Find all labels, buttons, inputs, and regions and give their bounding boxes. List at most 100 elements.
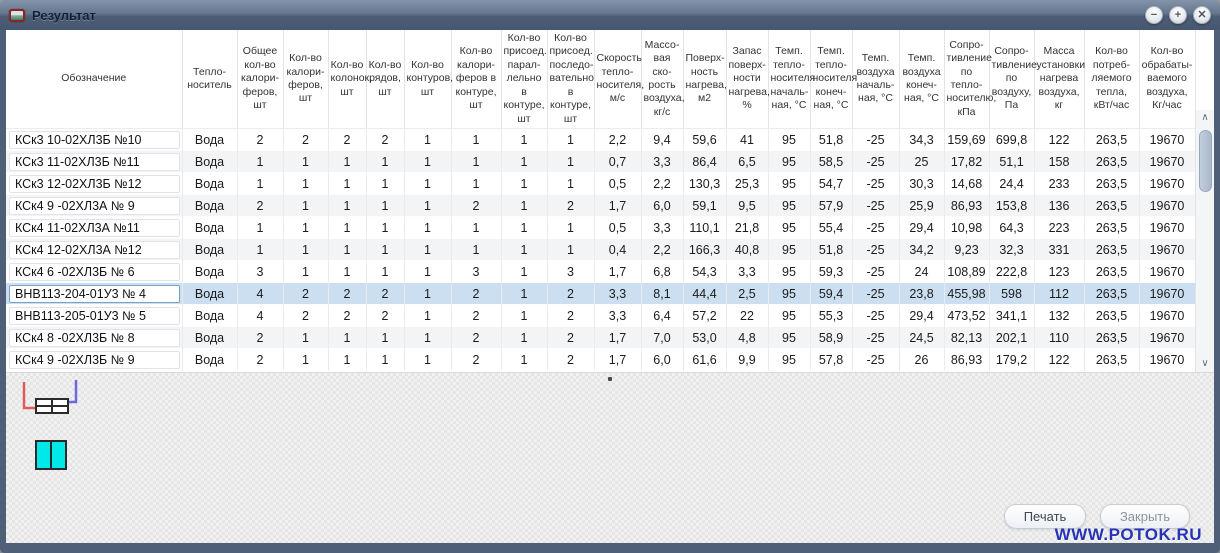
table-cell[interactable]: Вода — [182, 304, 238, 327]
table-cell[interactable]: 57,2 — [683, 304, 727, 327]
table-row[interactable]: ВНВ113-204-01У3 № 4 Вода 4 2 2 2 1 2 1 2 3,3 8,1 44,… — [6, 282, 1196, 305]
table-row[interactable]: КСк4 9 -02ХЛ3А № 9 Вода 2 1 1 1 1 2 1 2 1,7 6,0 59,1… — [6, 194, 1196, 217]
table-cell[interactable]: 2 — [366, 282, 405, 305]
designation-box[interactable]: КСк4 12-02ХЛ3А №12 — [9, 240, 180, 259]
minimize-button[interactable]: − — [1145, 6, 1163, 24]
designation-cell[interactable]: КСк4 11-02ХЛ3А №11 — [6, 216, 183, 239]
table-cell[interactable]: 263,5 — [1084, 194, 1140, 217]
table-cell[interactable]: 1 — [283, 326, 329, 349]
table-cell[interactable]: 2,5 — [726, 282, 769, 305]
table-cell[interactable]: 41 — [726, 128, 769, 151]
table-cell[interactable]: 136 — [1034, 194, 1085, 217]
table-cell[interactable]: -25 — [852, 238, 900, 261]
table-cell[interactable]: 1 — [237, 216, 284, 239]
table-cell[interactable]: 1 — [547, 216, 595, 239]
table-cell[interactable]: 108,89 — [944, 260, 990, 283]
table-cell[interactable]: Вода — [182, 348, 238, 371]
table-cell[interactable]: Вода — [182, 172, 238, 195]
table-cell[interactable]: 9,9 — [726, 348, 769, 371]
table-cell[interactable]: 24,4 — [989, 172, 1035, 195]
table-cell[interactable]: 0,5 — [594, 216, 642, 239]
table-cell[interactable]: 2 — [451, 304, 502, 327]
table-cell[interactable]: 2 — [237, 194, 284, 217]
table-cell[interactable]: 32,3 — [989, 238, 1035, 261]
splitter-grip[interactable] — [608, 377, 612, 381]
table-cell[interactable]: 2 — [547, 282, 595, 305]
table-cell[interactable]: 2,2 — [594, 128, 642, 151]
table-cell[interactable]: 263,5 — [1084, 216, 1140, 239]
table-cell[interactable]: 1 — [237, 172, 284, 195]
table-cell[interactable]: Вода — [182, 128, 238, 151]
table-cell[interactable]: 0,5 — [594, 172, 642, 195]
table-cell[interactable]: 2 — [328, 304, 367, 327]
table-cell[interactable]: 3 — [547, 260, 595, 283]
table-cell[interactable]: 1 — [451, 128, 502, 151]
designation-cell[interactable]: КСк4 12-02ХЛ3А №12 — [6, 238, 183, 261]
table-cell[interactable]: 19670 — [1139, 304, 1196, 327]
table-cell[interactable]: 57,9 — [810, 194, 853, 217]
table-cell[interactable]: 1 — [366, 348, 405, 371]
table-cell[interactable]: 95 — [768, 348, 811, 371]
table-cell[interactable]: 1 — [328, 194, 367, 217]
table-cell[interactable]: 598 — [989, 282, 1035, 305]
table-row[interactable]: КСк4 12-02ХЛ3А №12 Вода 1 1 1 1 1 1 1 1 0,4 2,2 166,… — [6, 238, 1196, 261]
designation-cell[interactable]: КСк4 9 -02ХЛ3А № 9 — [6, 194, 183, 217]
table-cell[interactable]: 1 — [404, 238, 452, 261]
table-cell[interactable]: 95 — [768, 150, 811, 173]
scroll-down-button[interactable]: ∨ — [1201, 358, 1209, 369]
table-cell[interactable]: 1 — [451, 238, 502, 261]
table-cell[interactable]: -25 — [852, 282, 900, 305]
table-cell[interactable]: 19670 — [1139, 172, 1196, 195]
table-cell[interactable]: 19670 — [1139, 216, 1196, 239]
table-cell[interactable]: 2 — [547, 304, 595, 327]
print-button[interactable]: Печать — [1004, 504, 1086, 529]
table-cell[interactable]: 1 — [404, 304, 452, 327]
table-cell[interactable]: 202,1 — [989, 326, 1035, 349]
designation-cell[interactable]: ВНВ113-204-01У3 № 4 — [6, 282, 183, 305]
table-cell[interactable]: 0,4 — [594, 238, 642, 261]
table-cell[interactable]: 95 — [768, 172, 811, 195]
table-cell[interactable]: 1,7 — [594, 326, 642, 349]
table-cell[interactable]: 59,3 — [810, 260, 853, 283]
designation-box[interactable]: КСк4 9 -02ХЛ3А № 9 — [9, 196, 180, 215]
table-cell[interactable]: 22 — [726, 304, 769, 327]
table-cell[interactable]: 29,4 — [899, 304, 945, 327]
table-cell[interactable]: 1 — [237, 150, 284, 173]
table-cell[interactable]: 2 — [366, 128, 405, 151]
table-cell[interactable]: -25 — [852, 326, 900, 349]
table-cell[interactable]: 2 — [451, 194, 502, 217]
table-row[interactable]: ВНВ113-205-01У3 № 5 Вода 4 2 2 2 1 2 1 2 3,3 6,4 57,… — [6, 304, 1196, 327]
table-cell[interactable]: 9,4 — [641, 128, 684, 151]
table-cell[interactable]: 25,3 — [726, 172, 769, 195]
table-cell[interactable]: 1 — [501, 348, 548, 371]
table-cell[interactable]: 1 — [404, 150, 452, 173]
table-cell[interactable]: 51,8 — [810, 238, 853, 261]
scroll-up-button[interactable]: ∧ — [1201, 112, 1209, 123]
table-cell[interactable]: 19670 — [1139, 326, 1196, 349]
column-header[interactable]: Кол-во контуров, шт — [404, 30, 453, 130]
table-cell[interactable]: 9,5 — [726, 194, 769, 217]
column-header[interactable]: Поверх-ность нагрева, м2 — [683, 30, 727, 130]
table-cell[interactable]: 1 — [366, 326, 405, 349]
designation-cell[interactable]: КСк3 12-02ХЛ3Б №12 — [6, 172, 183, 195]
table-cell[interactable]: 1 — [283, 194, 329, 217]
table-row[interactable]: КСк3 10-02ХЛ3Б №10 Вода 2 2 2 2 1 1 1 1 2,2 9,4 59,6… — [6, 128, 1196, 151]
table-cell[interactable]: 1 — [501, 282, 548, 305]
table-cell[interactable]: -25 — [852, 150, 900, 173]
table-cell[interactable]: 51,8 — [810, 128, 853, 151]
designation-cell[interactable]: КСк3 10-02ХЛ3Б №10 — [6, 128, 183, 151]
designation-cell[interactable]: КСк4 8 -02ХЛ3Б № 8 — [6, 326, 183, 349]
table-cell[interactable]: 1 — [547, 172, 595, 195]
table-cell[interactable]: 1 — [501, 238, 548, 261]
table-cell[interactable]: 1 — [283, 260, 329, 283]
designation-cell[interactable]: КСк3 11-02ХЛ3Б №11 — [6, 150, 183, 173]
table-cell[interactable]: 1 — [451, 172, 502, 195]
table-cell[interactable]: 19670 — [1139, 282, 1196, 305]
column-header[interactable]: Кол-во обрабаты-ваемого воздуха, Кг/час — [1139, 30, 1196, 130]
table-cell[interactable]: 8,1 — [641, 282, 684, 305]
table-cell[interactable]: 263,5 — [1084, 128, 1140, 151]
table-cell[interactable]: 263,5 — [1084, 348, 1140, 371]
table-cell[interactable]: 1 — [366, 216, 405, 239]
table-cell[interactable]: 2 — [237, 348, 284, 371]
table-cell[interactable]: -25 — [852, 348, 900, 371]
